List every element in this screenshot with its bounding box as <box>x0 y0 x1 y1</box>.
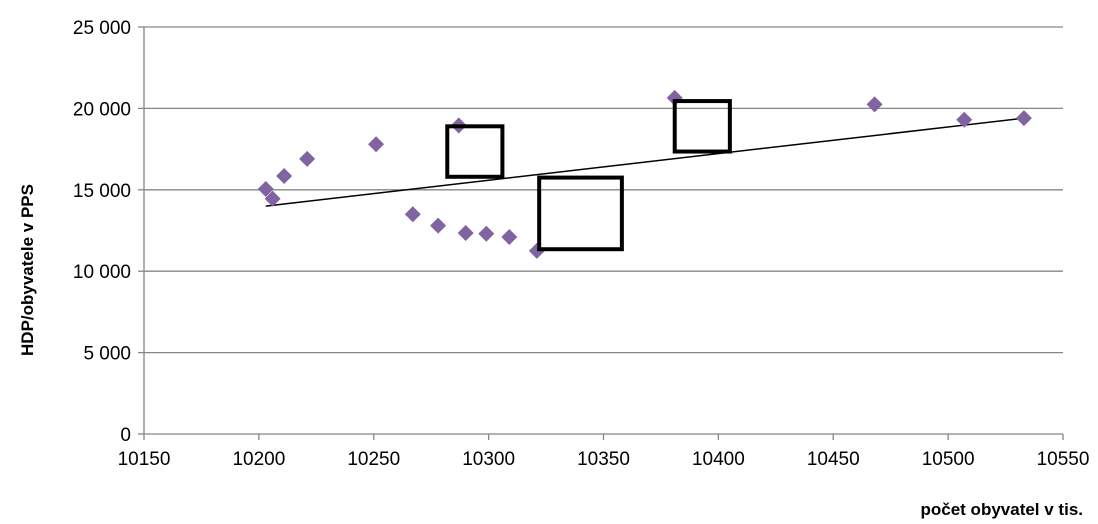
x-tick-labels: 10150 10200 10250 10300 10350 10400 10450 10500… <box>118 449 1090 470</box>
x-tick-label: 10400 <box>692 449 745 470</box>
data-point <box>457 224 474 241</box>
y-tick-label: 15 000 <box>73 181 131 202</box>
data-point <box>1015 110 1032 127</box>
data-point <box>276 167 293 184</box>
x-tick-label: 10300 <box>462 449 515 470</box>
annotation-boxes <box>445 99 732 252</box>
trendline <box>265 117 1025 207</box>
data-point <box>299 150 316 167</box>
x-tick-label: 10250 <box>347 449 400 470</box>
x-tick-label: 10200 <box>232 449 285 470</box>
annotation-box <box>537 175 624 252</box>
x-tick-label: 10500 <box>922 449 975 470</box>
x-axis-title: počet obyvatel v tis. <box>921 500 1084 519</box>
data-point <box>430 217 447 234</box>
data-point <box>478 225 495 242</box>
data-point <box>368 136 385 153</box>
data-point <box>404 206 421 223</box>
annotation-box <box>445 124 505 179</box>
y-tick-labels: 0 5 000 10 000 15 000 20 000 25 000 <box>73 18 131 446</box>
y-tick-label: 20 000 <box>73 99 131 120</box>
gridlines <box>144 26 1063 354</box>
x-tick-label: 10150 <box>118 449 171 470</box>
data-point <box>501 229 518 246</box>
y-tick-label: 0 <box>120 425 131 446</box>
trendline-group <box>265 117 1025 207</box>
data-point <box>956 111 973 128</box>
x-tick-label: 10550 <box>1037 449 1090 470</box>
x-tick-label: 10350 <box>577 449 630 470</box>
data-point <box>264 190 281 207</box>
y-tick-label: 5 000 <box>83 344 131 365</box>
y-tick-label: 25 000 <box>73 18 131 39</box>
y-axis-title: HDP/obyvatele v PPS <box>18 184 37 356</box>
data-point <box>257 180 274 197</box>
data-point <box>866 96 883 113</box>
data-points <box>257 89 1032 259</box>
x-tick-label: 10450 <box>807 449 860 470</box>
y-tick-label: 10 000 <box>73 262 131 283</box>
annotation-box <box>672 99 732 154</box>
axes <box>138 26 1064 440</box>
